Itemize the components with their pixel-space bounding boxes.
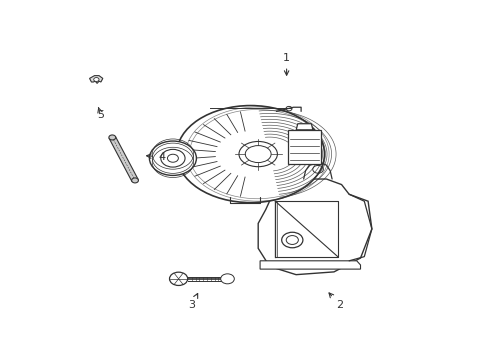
Circle shape — [281, 232, 302, 248]
Polygon shape — [296, 124, 312, 130]
Circle shape — [109, 135, 116, 140]
FancyBboxPatch shape — [288, 130, 320, 165]
Circle shape — [149, 141, 196, 175]
Text: 5: 5 — [97, 107, 104, 120]
Ellipse shape — [239, 141, 277, 167]
Circle shape — [285, 235, 298, 244]
Polygon shape — [258, 179, 371, 275]
Ellipse shape — [245, 145, 270, 163]
Polygon shape — [109, 136, 138, 181]
Ellipse shape — [176, 105, 324, 203]
Circle shape — [94, 77, 99, 81]
Text: 2: 2 — [328, 293, 343, 310]
Text: 3: 3 — [188, 293, 197, 310]
Circle shape — [167, 154, 178, 162]
Polygon shape — [260, 261, 360, 269]
Circle shape — [169, 272, 187, 285]
Text: 4: 4 — [146, 152, 165, 162]
Text: 1: 1 — [283, 53, 289, 75]
Circle shape — [131, 178, 138, 183]
Circle shape — [220, 274, 234, 284]
Polygon shape — [89, 76, 102, 84]
Circle shape — [161, 149, 184, 167]
